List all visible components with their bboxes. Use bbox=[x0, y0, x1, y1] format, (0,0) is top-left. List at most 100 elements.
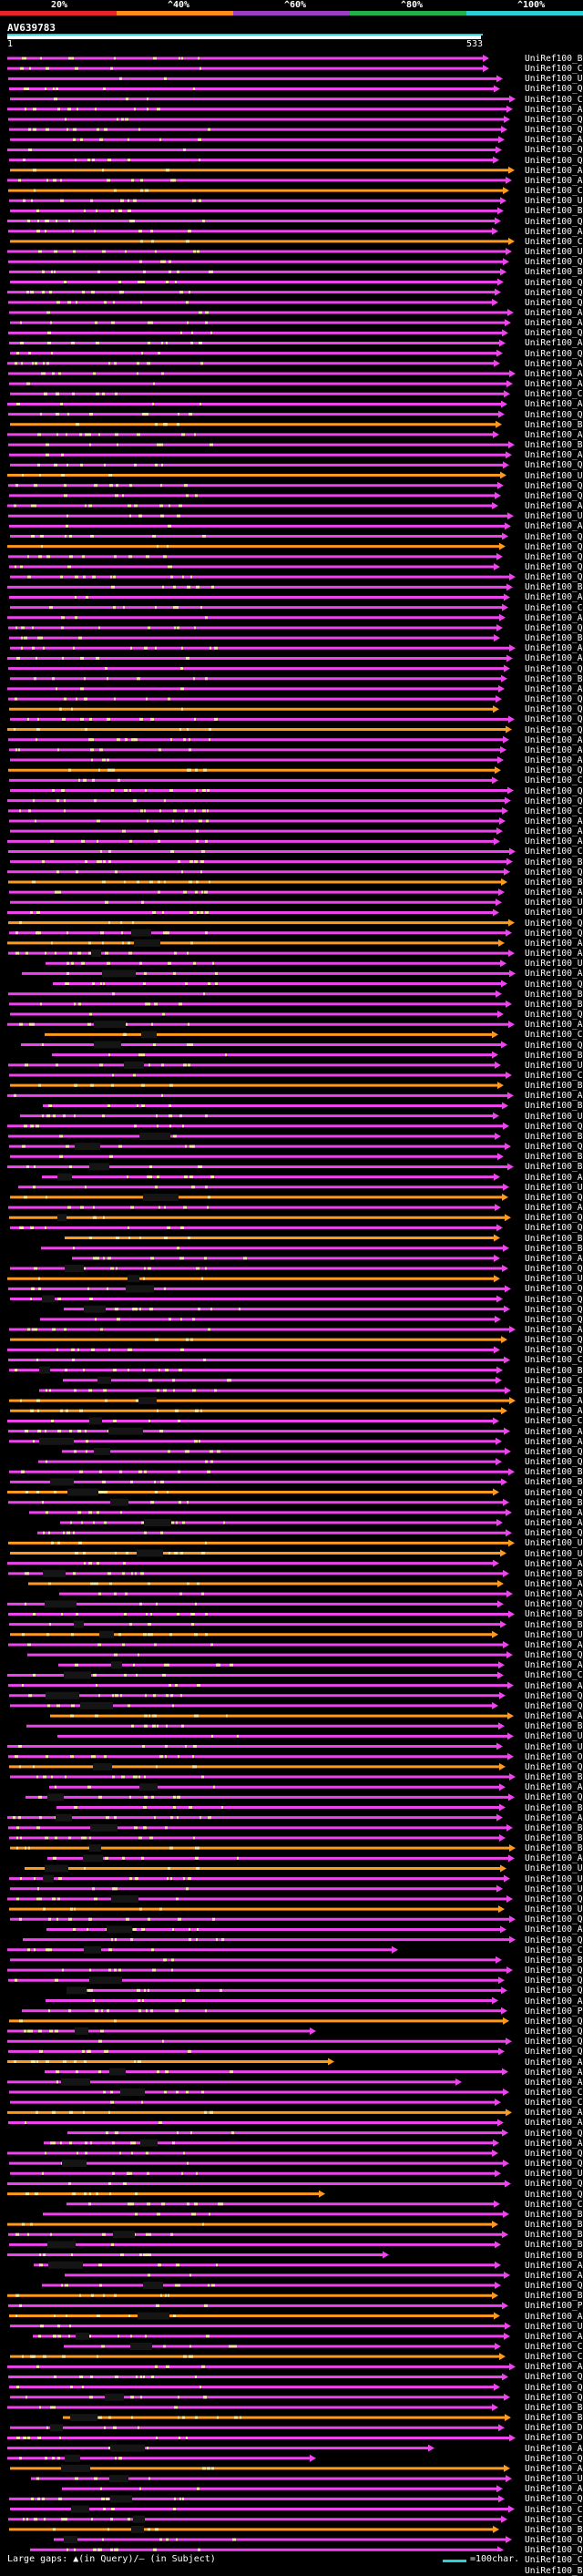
hit-row[interactable] bbox=[9, 634, 500, 642]
hit-row[interactable] bbox=[9, 1762, 506, 1770]
hit-row[interactable] bbox=[10, 2464, 510, 2472]
hit-row[interactable] bbox=[41, 1244, 509, 1252]
hit-row[interactable] bbox=[7, 684, 505, 693]
hit-row[interactable] bbox=[7, 217, 501, 225]
hit-row[interactable] bbox=[8, 2302, 508, 2310]
hit-row[interactable] bbox=[45, 2068, 508, 2076]
hit-row[interactable] bbox=[45, 1031, 498, 1039]
hit-row[interactable] bbox=[46, 1996, 498, 2005]
hit-row[interactable] bbox=[7, 1346, 500, 1354]
hit-row[interactable] bbox=[7, 1671, 504, 1679]
hit-row[interactable] bbox=[9, 2495, 505, 2503]
hit-row[interactable] bbox=[9, 817, 506, 825]
hit-row[interactable] bbox=[22, 2006, 507, 2015]
hit-row[interactable] bbox=[7, 248, 512, 256]
hit-row[interactable] bbox=[10, 1630, 498, 1638]
hit-row[interactable] bbox=[8, 2515, 507, 2523]
hit-row[interactable] bbox=[7, 502, 498, 510]
hit-row[interactable] bbox=[10, 207, 504, 215]
hit-row[interactable] bbox=[10, 1153, 504, 1161]
hit-row[interactable] bbox=[9, 522, 511, 530]
hit-row[interactable] bbox=[10, 1295, 503, 1303]
hit-row[interactable] bbox=[9, 888, 505, 897]
hit-row[interactable] bbox=[7, 2078, 462, 2086]
hit-row[interactable] bbox=[62, 1447, 511, 1455]
hit-row[interactable] bbox=[43, 1102, 508, 1110]
hit-row[interactable] bbox=[7, 2292, 498, 2300]
hit-row[interactable] bbox=[9, 563, 500, 570]
hit-row[interactable] bbox=[7, 1894, 513, 1903]
hit-row[interactable] bbox=[58, 1661, 505, 1669]
hit-row[interactable] bbox=[7, 2363, 516, 2371]
hit-row[interactable] bbox=[9, 705, 499, 713]
hit-row[interactable] bbox=[7, 1945, 398, 1954]
hit-row[interactable] bbox=[8, 298, 498, 306]
hit-row[interactable] bbox=[8, 877, 507, 886]
hit-row[interactable] bbox=[10, 532, 508, 540]
hit-row[interactable] bbox=[7, 2037, 512, 2046]
hit-row[interactable] bbox=[10, 1265, 508, 1273]
hit-row[interactable] bbox=[9, 1214, 511, 1222]
hit-row[interactable] bbox=[7, 1559, 499, 1567]
hit-row[interactable] bbox=[7, 1966, 513, 1975]
hit-row[interactable] bbox=[7, 1122, 509, 1130]
hit-row[interactable] bbox=[8, 1610, 515, 1618]
hit-row[interactable] bbox=[66, 2200, 500, 2208]
hit-row[interactable] bbox=[7, 1600, 504, 1608]
hit-row[interactable] bbox=[8, 2047, 505, 2056]
hit-row[interactable] bbox=[10, 573, 516, 581]
hit-row[interactable] bbox=[9, 2017, 509, 2025]
hit-row[interactable] bbox=[10, 1773, 516, 1781]
hit-row[interactable] bbox=[10, 1844, 516, 1852]
hit-row[interactable] bbox=[9, 1620, 506, 1628]
hit-row[interactable] bbox=[8, 410, 505, 418]
hit-row[interactable] bbox=[8, 847, 516, 856]
hit-row[interactable] bbox=[9, 1468, 515, 1476]
hit-row[interactable] bbox=[26, 1722, 505, 1730]
hit-row[interactable] bbox=[7, 2444, 435, 2452]
hit-row[interactable] bbox=[8, 735, 509, 744]
hit-row[interactable] bbox=[22, 970, 516, 978]
hit-row[interactable] bbox=[9, 1437, 502, 1445]
hit-row[interactable] bbox=[9, 1326, 516, 1333]
hit-row[interactable] bbox=[7, 288, 501, 296]
hit-row[interactable] bbox=[8, 227, 498, 235]
hit-row[interactable] bbox=[30, 2546, 504, 2551]
hit-row[interactable] bbox=[7, 2403, 498, 2411]
hit-row[interactable] bbox=[8, 1204, 501, 1212]
hit-row[interactable] bbox=[7, 2027, 316, 2036]
hit-row[interactable] bbox=[47, 1854, 515, 1863]
hit-row[interactable] bbox=[7, 939, 505, 947]
hit-row[interactable] bbox=[10, 1884, 503, 1893]
hit-row[interactable] bbox=[57, 1732, 514, 1740]
hit-row[interactable] bbox=[9, 451, 512, 459]
hit-row[interactable] bbox=[46, 1925, 506, 1934]
hit-row[interactable] bbox=[8, 1285, 511, 1293]
hit-row[interactable] bbox=[9, 268, 506, 276]
hit-row[interactable] bbox=[42, 1173, 500, 1181]
hit-row[interactable] bbox=[10, 2505, 515, 2513]
hit-row[interactable] bbox=[8, 2119, 504, 2127]
hit-row[interactable] bbox=[7, 2180, 511, 2188]
hit-row[interactable] bbox=[8, 115, 510, 123]
hit-row[interactable] bbox=[9, 745, 506, 754]
hit-row[interactable] bbox=[10, 420, 502, 428]
hit-row[interactable] bbox=[10, 644, 516, 652]
hit-row[interactable] bbox=[8, 258, 509, 266]
hit-row[interactable] bbox=[10, 237, 515, 245]
hit-row[interactable] bbox=[8, 1356, 510, 1364]
hit-row[interactable] bbox=[8, 441, 515, 449]
hit-row[interactable] bbox=[8, 695, 502, 703]
hit-row[interactable] bbox=[7, 2109, 512, 2117]
hit-row[interactable] bbox=[10, 2424, 505, 2432]
hit-row[interactable] bbox=[9, 1366, 503, 1374]
hit-row[interactable] bbox=[10, 349, 503, 357]
hit-row[interactable] bbox=[7, 583, 513, 591]
hit-row[interactable] bbox=[7, 2251, 389, 2259]
hit-row[interactable] bbox=[8, 1752, 514, 1760]
hit-row[interactable] bbox=[8, 949, 515, 958]
hit-row[interactable] bbox=[10, 1336, 507, 1344]
hit-row[interactable] bbox=[7, 542, 506, 550]
hit-row[interactable] bbox=[52, 1051, 498, 1059]
hit-row[interactable] bbox=[44, 2139, 499, 2147]
